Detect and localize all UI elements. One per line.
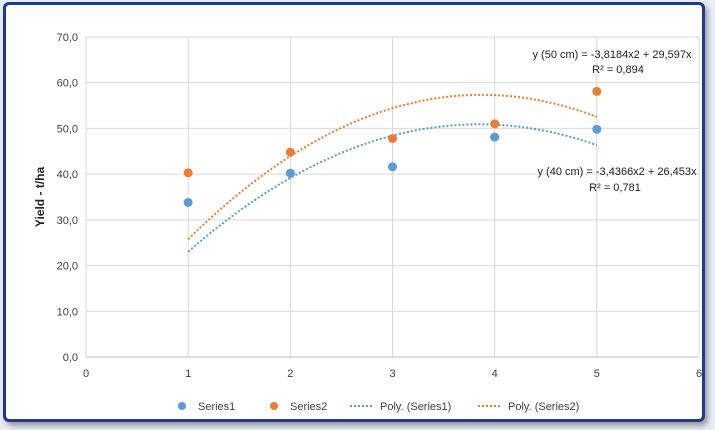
series2-point [388, 133, 397, 143]
x-tick-label: 2 [287, 368, 293, 380]
legend-label: Poly. (Series1) [380, 401, 451, 413]
series2-point [490, 119, 500, 129]
y-tick-label: 70,0 [57, 32, 78, 44]
x-tick-label: 3 [389, 368, 395, 380]
r-squared-series2: R² = 0,894 [592, 64, 644, 76]
y-tick-label: 30,0 [57, 215, 78, 227]
trendline-2 [187, 93, 598, 240]
legend-label: Series1 [198, 401, 235, 413]
legend-marker [178, 402, 186, 410]
x-tick-label: 1 [185, 368, 191, 380]
series2-point [285, 147, 295, 157]
series1-point [285, 168, 295, 178]
y-tick-label: 10,0 [57, 306, 78, 318]
yield-chart: 0,0 10,0 20,0 30,0 40,0 50,0 60,0 70,0 0 1 2 3 4 5 6 Yi… [33, 32, 702, 413]
y-axis-title: Yield - t/ha [33, 167, 47, 228]
x-tick-label: 4 [492, 368, 498, 380]
series1-point [592, 124, 602, 134]
y-tick-label: 0,0 [63, 352, 78, 364]
series2-point [592, 86, 602, 96]
series1-point [388, 162, 397, 172]
series2-point [183, 168, 193, 178]
equation-series2: y (50 cm) = -3,8184x2 + 29,597x [533, 49, 692, 61]
series1-point [490, 132, 500, 142]
equation-series1: y (40 cm) = -3,4366x2 + 26,453x [538, 166, 697, 178]
legend-marker [270, 402, 278, 410]
y-tick-label: 50,0 [57, 123, 78, 135]
chart-frame: 0,0 10,0 20,0 30,0 40,0 50,0 60,0 70,0 0 1 2 3 4 5 6 Yi… [3, 2, 705, 422]
y-tick-label: 20,0 [57, 261, 78, 273]
x-tick-label: 0 [83, 368, 89, 380]
legend-label: Series2 [290, 401, 327, 413]
x-tick-label: 6 [696, 368, 702, 380]
x-tick-label: 5 [594, 368, 600, 380]
series1-point [183, 197, 193, 207]
y-tick-label: 60,0 [57, 78, 78, 90]
r-squared-series1: R² = 0,781 [589, 182, 641, 194]
y-tick-label: 40,0 [57, 169, 78, 181]
legend-label: Poly. (Series2) [508, 401, 579, 413]
